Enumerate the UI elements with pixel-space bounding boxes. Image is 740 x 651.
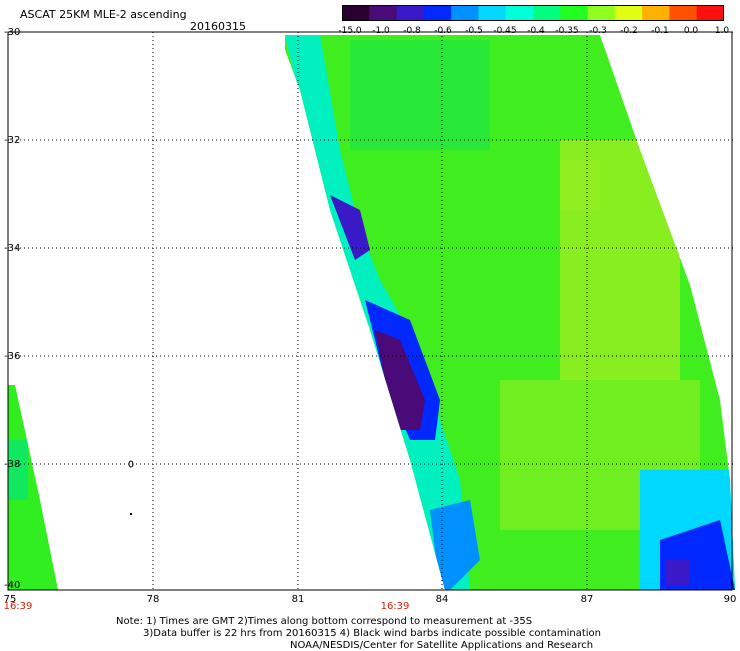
colorbar-label: 1.0 — [714, 26, 730, 36]
colorbar-label: -0.2 — [620, 26, 638, 36]
lon-label-75: 75 — [3, 594, 17, 605]
colorbar-frame — [342, 5, 724, 21]
swath-left-edge — [8, 385, 58, 590]
lat-label-36: -36 — [4, 351, 21, 362]
product-title: ASCAT 25KM MLE-2 ascending — [20, 8, 187, 21]
colorbar-segment — [342, 5, 370, 21]
swath-main — [285, 35, 735, 590]
note-line-1: Note: 1) Times are GMT 2)Times along bot… — [116, 616, 533, 627]
lon-label-90: 90 — [723, 594, 737, 605]
colorbar-label: -0.6 — [434, 26, 452, 36]
colorbar-label: -0.1 — [651, 26, 669, 36]
colorbar-segment — [669, 5, 698, 21]
colorbar-label: -1.0 — [372, 26, 390, 36]
colorbar-segment — [642, 5, 671, 21]
lat-label-40: -40 — [4, 580, 21, 591]
lat-label-34: -34 — [4, 243, 21, 254]
lon-label-81: 81 — [291, 594, 305, 605]
colorbar-label: -0.5 — [465, 26, 483, 36]
time-label-center: 16:39 — [380, 601, 410, 612]
lat-label-30: -30 — [4, 27, 21, 38]
colorbar-label: -0.45 — [493, 26, 517, 36]
lon-label-78: 78 — [146, 594, 160, 605]
island-outline — [128, 460, 134, 468]
time-label-left: 16:39 — [3, 601, 33, 612]
product-date: 20160315 — [190, 20, 246, 33]
colorbar-segment — [505, 5, 534, 21]
lat-label-32: -32 — [4, 135, 21, 146]
colorbar-segment — [369, 5, 398, 21]
colorbar-label: -15.0 — [338, 26, 362, 36]
colorbar-segment — [696, 5, 724, 21]
lon-label-87: 87 — [580, 594, 594, 605]
colorbar-segment — [451, 5, 480, 21]
colorbar-segment — [614, 5, 643, 21]
colorbar-segment — [560, 5, 589, 21]
lat-label-38: -38 — [4, 459, 21, 470]
note-line-2: 3)Data buffer is 22 hrs from 20160315 4)… — [143, 628, 601, 639]
colorbar-segment — [587, 5, 616, 21]
colorbar-label: -0.8 — [403, 26, 421, 36]
colorbar-label: -0.4 — [527, 26, 545, 36]
colorbar-label: 0.0 — [683, 26, 699, 36]
colorbar-segment — [423, 5, 452, 21]
colorbar-segment — [396, 5, 425, 21]
lon-label-84: 84 — [435, 594, 449, 605]
colorbar-label: -0.35 — [555, 26, 579, 36]
colorbar-label: -0.3 — [589, 26, 607, 36]
colorbar-segment — [533, 5, 561, 21]
map-frame — [7, 31, 733, 591]
colorbar-segment — [478, 5, 507, 21]
note-line-3: NOAA/NESDIS/Center for Satellite Applica… — [290, 640, 594, 651]
colorbar — [342, 5, 724, 21]
island-dot — [130, 513, 132, 515]
